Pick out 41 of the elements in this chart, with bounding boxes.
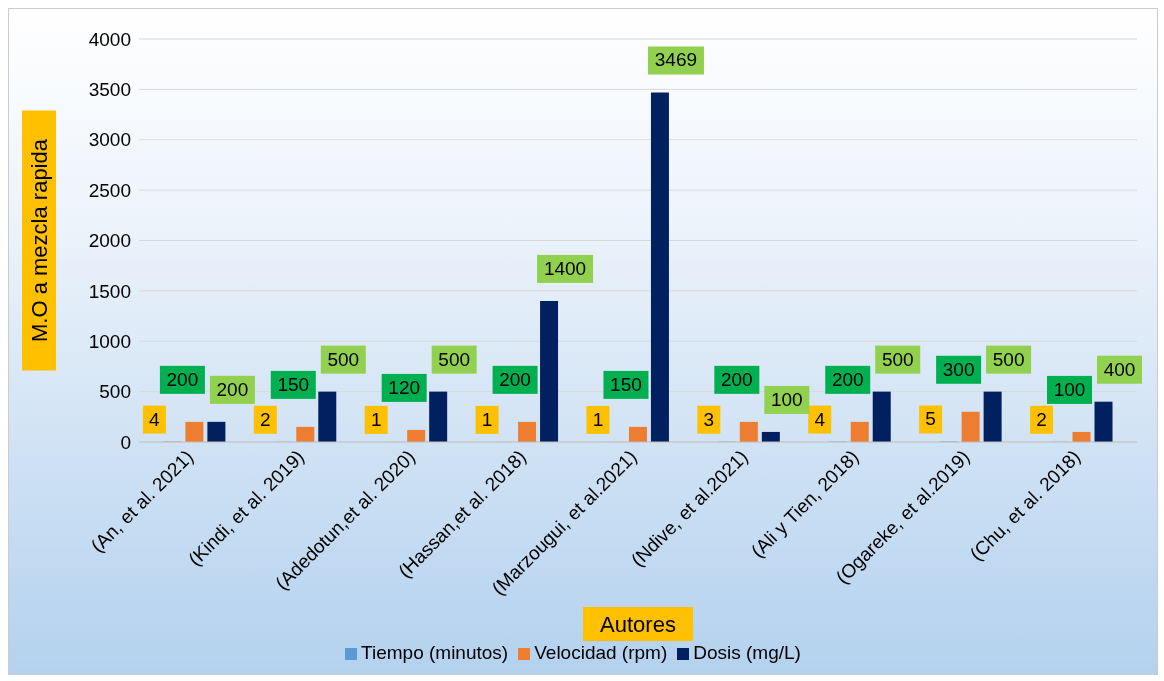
data-label: 200	[166, 368, 199, 390]
data-label: 3469	[654, 49, 698, 71]
data-label: 100	[1053, 378, 1086, 400]
y-axis-title: M.O a mezcla rapida	[27, 138, 52, 342]
data-label: 1400	[543, 257, 587, 279]
data-label: 2	[260, 408, 271, 430]
data-label: 1	[592, 408, 604, 430]
data-label: 1	[481, 408, 493, 430]
data-label: 300	[942, 358, 975, 380]
data-label: 200	[720, 368, 753, 390]
y-tick-label: 500	[99, 381, 131, 403]
y-tick-label: 2500	[88, 179, 131, 201]
data-label: 500	[992, 348, 1025, 370]
data-label: 400	[1103, 358, 1136, 380]
data-label: 4	[814, 408, 826, 430]
y-tick-label: 2000	[88, 230, 131, 252]
data-label: 200	[216, 378, 249, 400]
data-label: 4	[149, 408, 161, 430]
data-label: 5	[925, 408, 936, 430]
data-label: 3	[703, 408, 715, 430]
y-tick-label: 1000	[88, 330, 131, 352]
y-tick-label: 1500	[88, 280, 131, 302]
data-label: 1	[370, 408, 382, 430]
y-tick-label: 3500	[88, 79, 131, 101]
data-label: 120	[388, 376, 421, 398]
data-label: 500	[327, 348, 360, 370]
data-label: 500	[881, 348, 914, 370]
data-label: 150	[610, 373, 642, 395]
y-tick-label: 4000	[88, 28, 131, 50]
legend-label: Tiempo (minutos)	[361, 642, 509, 663]
data-label: 500	[438, 348, 471, 370]
data-label: 150	[277, 373, 310, 395]
y-tick-label: 0	[120, 431, 131, 453]
data-label: 200	[831, 368, 864, 390]
legend-label: Velocidad (rpm)	[534, 642, 668, 663]
legend-label: Dosis (mg/L)	[693, 642, 801, 663]
data-label: 200	[499, 368, 531, 390]
y-tick-label: 3000	[88, 129, 131, 151]
x-axis-title: Autores	[600, 612, 676, 637]
data-label: 2	[1036, 408, 1047, 430]
data-label: 100	[770, 388, 803, 410]
